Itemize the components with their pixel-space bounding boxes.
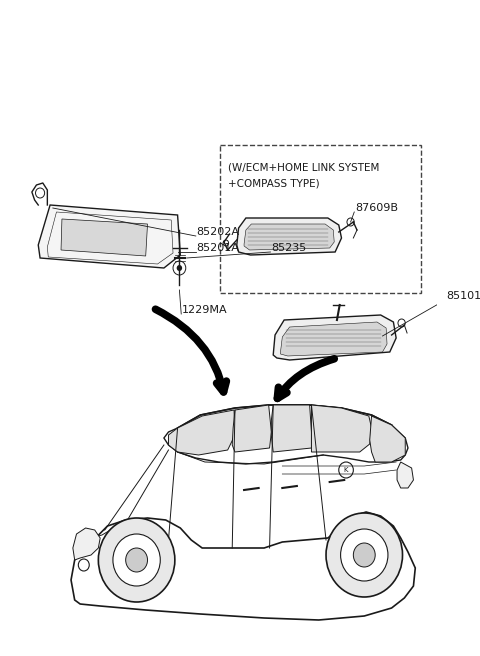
Text: 85101: 85101 — [446, 291, 480, 301]
Polygon shape — [271, 405, 312, 452]
Circle shape — [177, 265, 182, 271]
Circle shape — [126, 548, 147, 572]
Polygon shape — [61, 219, 147, 256]
Text: 85202A: 85202A — [197, 227, 240, 237]
Polygon shape — [73, 528, 100, 560]
Polygon shape — [232, 405, 271, 452]
Text: (W/ECM+HOME LINK SYSTEM: (W/ECM+HOME LINK SYSTEM — [228, 163, 379, 173]
Polygon shape — [312, 405, 372, 452]
Text: K: K — [344, 467, 348, 473]
Polygon shape — [370, 416, 405, 462]
Circle shape — [113, 534, 160, 586]
Polygon shape — [273, 315, 396, 360]
Text: 1229MA: 1229MA — [182, 305, 228, 315]
Text: +COMPASS TYPE): +COMPASS TYPE) — [228, 179, 319, 189]
Circle shape — [341, 529, 388, 581]
FancyBboxPatch shape — [220, 145, 421, 293]
Polygon shape — [237, 218, 341, 255]
Circle shape — [353, 543, 375, 567]
Polygon shape — [38, 205, 180, 268]
Text: 85201A: 85201A — [197, 243, 240, 253]
Polygon shape — [164, 405, 408, 464]
Polygon shape — [280, 322, 387, 356]
Circle shape — [98, 518, 175, 602]
Polygon shape — [244, 224, 334, 250]
Text: 85235: 85235 — [271, 243, 307, 253]
Polygon shape — [168, 410, 235, 455]
Polygon shape — [397, 462, 413, 488]
Circle shape — [326, 513, 403, 597]
Polygon shape — [71, 512, 415, 620]
Text: 87609B: 87609B — [355, 203, 398, 213]
